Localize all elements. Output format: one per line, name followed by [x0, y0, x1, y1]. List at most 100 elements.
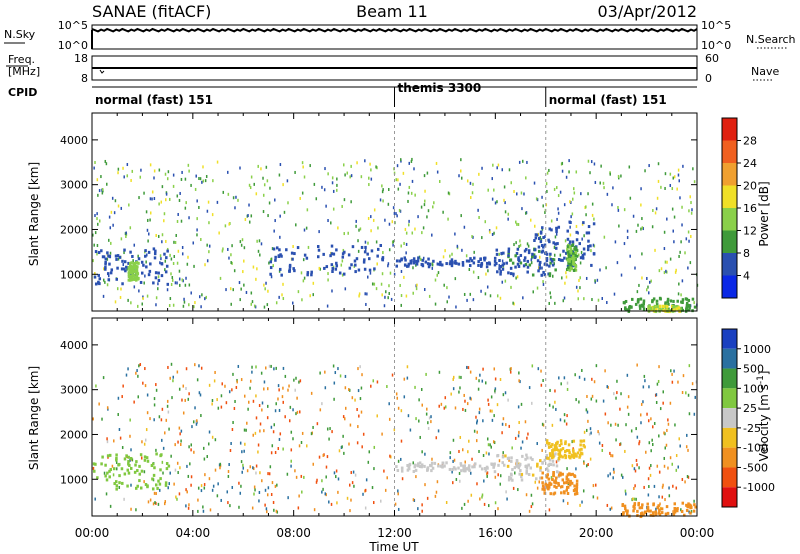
scatter-cell [566, 387, 569, 391]
echo-cell [126, 468, 130, 472]
scatter-cell [542, 423, 545, 427]
scatter-cell [555, 460, 558, 464]
scatter-cell [277, 397, 279, 401]
echo-cell [547, 238, 550, 242]
freq-left-tick-bottom: 8 [81, 72, 88, 85]
scatter-cell [342, 248, 345, 252]
scatter-cell [424, 452, 426, 456]
scatter-cell [400, 409, 403, 413]
scatter-cell [557, 211, 560, 215]
scatter-cell [388, 248, 391, 252]
scatter-cell [120, 206, 123, 210]
echo-cell [525, 464, 529, 468]
scatter-cell [469, 370, 472, 374]
velocity-colorbar-label-sup: -1 [756, 375, 766, 384]
echo-cell [360, 245, 364, 249]
scatter-cell [294, 388, 296, 392]
scatter-cell [413, 498, 416, 502]
echo-cell [501, 461, 504, 465]
scatter-cell [200, 305, 202, 309]
echo-cell [570, 254, 573, 258]
scatter-cell [591, 213, 594, 217]
echo-cell [347, 253, 351, 257]
scatter-cell [193, 264, 195, 268]
scatter-cell [232, 420, 234, 424]
scatter-cell [264, 488, 267, 492]
echo-cell [554, 452, 557, 456]
scatter-cell [346, 496, 349, 500]
echo-cell [506, 464, 510, 468]
echo-cell [565, 449, 569, 453]
scatter-cell [102, 278, 105, 282]
scatter-cell [188, 169, 190, 173]
echo-cell [558, 473, 561, 477]
scatter-cell [454, 406, 457, 410]
scatter-cell [452, 438, 455, 442]
scatter-cell [108, 215, 111, 219]
echo-cell [114, 254, 118, 258]
scatter-cell [617, 423, 619, 427]
scatter-cell [167, 170, 170, 174]
scatter-cell [349, 175, 351, 179]
scatter-cell [587, 419, 589, 423]
echo-cell [497, 463, 500, 467]
echo-cell [542, 245, 545, 249]
scatter-cell [135, 371, 137, 375]
scatter-cell [610, 454, 612, 458]
scatter-cell [518, 245, 520, 249]
scatter-cell [153, 397, 156, 401]
echo-cell [566, 473, 570, 477]
echo-cell [167, 464, 171, 468]
scatter-cell [546, 189, 548, 193]
echo-cell [427, 257, 430, 261]
scatter-cell [428, 416, 431, 420]
scatter-cell [601, 448, 604, 452]
scatter-cell [375, 165, 377, 169]
scatter-cell [243, 428, 246, 432]
scatter-cell [545, 182, 548, 186]
echo-cell [571, 252, 575, 256]
echo-cell [473, 465, 476, 469]
scatter-cell [648, 164, 650, 168]
scatter-cell [517, 223, 520, 227]
scatter-cell [327, 272, 329, 276]
scatter-cell [476, 430, 478, 434]
scatter-cell [166, 288, 169, 292]
echo-cell [164, 270, 168, 274]
echo-cell [660, 511, 664, 515]
scatter-cell [385, 290, 387, 294]
echo-cell [120, 467, 124, 471]
echo-cell [496, 454, 499, 458]
scatter-cell [464, 399, 466, 403]
scatter-cell [348, 442, 350, 446]
scatter-cell [396, 164, 399, 168]
y-tick-label: 2000 [60, 428, 88, 441]
echo-cell [290, 251, 294, 255]
echo-cell [127, 455, 130, 459]
echo-cell [496, 270, 499, 274]
scatter-cell [448, 295, 450, 299]
scatter-cell [536, 442, 538, 446]
scatter-cell [350, 164, 352, 168]
echo-cell [136, 469, 139, 473]
scatter-cell [581, 237, 583, 241]
scatter-cell [615, 396, 617, 400]
scatter-cell [452, 387, 455, 391]
scatter-cell [208, 477, 211, 481]
echo-cell [457, 466, 460, 470]
scatter-cell [690, 201, 692, 205]
echo-cell [470, 259, 474, 263]
scatter-cell [116, 467, 118, 471]
scatter-cell [362, 432, 365, 436]
scatter-cell [309, 164, 311, 168]
echo-cell [568, 259, 571, 263]
scatter-cell [252, 467, 255, 471]
scatter-cell [635, 458, 638, 462]
echo-cell [639, 297, 643, 301]
scatter-cell [205, 295, 207, 299]
scatter-cell [118, 427, 121, 431]
scatter-cell [149, 498, 152, 502]
scatter-cell [632, 497, 634, 501]
scatter-cell [551, 423, 554, 427]
echo-cell [426, 262, 430, 266]
